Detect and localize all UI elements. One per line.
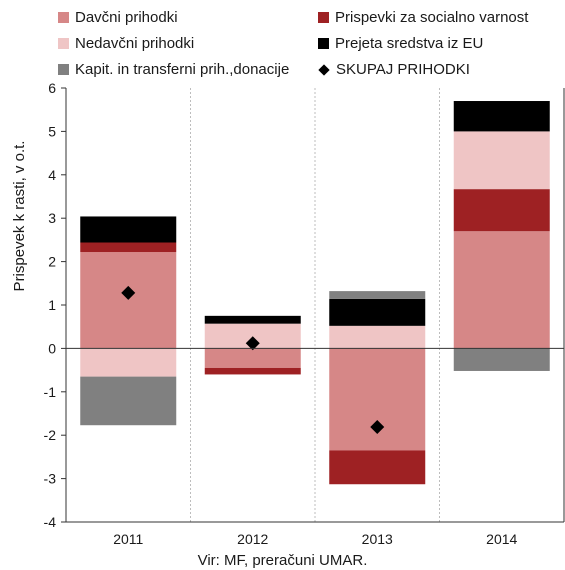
y-tick-label: -3 [44,471,57,487]
y-tick-label: 3 [48,210,56,226]
y-tick-label: 4 [48,167,56,183]
legend-item-skupaj: SKUPAJ PRIHODKI [318,61,470,78]
bar-segment [329,291,426,299]
legend-label: Kapit. in transferni prih.,donacije [75,61,290,78]
bar-segment [329,450,426,485]
total-marker [245,336,260,351]
x-tick-label: 2014 [486,531,517,547]
legend-item-prispevki: Prispevki za socialno varnost [318,9,528,26]
total-marker [370,419,385,434]
legend-swatch [318,12,329,23]
legend-item-davcni: Davčni prihodki [58,9,178,26]
legend-swatch [58,12,69,23]
y-tick-label: 6 [48,80,56,96]
total-markers [121,116,509,434]
y-tick-label: 0 [48,340,56,356]
y-tick-label: -1 [44,384,57,400]
source-note: Vir: MF, preračuni UMAR. [197,552,368,569]
x-tick-label: 2012 [237,531,268,547]
bar-segment [453,231,550,349]
bar-segment [80,216,177,243]
bar-segment [80,242,177,253]
legend-label: Prispevki za socialno varnost [335,9,529,26]
x-tick-label: 2013 [362,531,393,547]
legend-label: Davčni prihodki [75,9,178,26]
bar-segment [80,348,177,377]
legend-item-kapit: Kapit. in transferni prih.,donacije [58,61,289,78]
bar-segment [329,298,426,326]
legend-label: SKUPAJ PRIHODKI [336,61,470,78]
legend-swatch [58,64,69,75]
bar-segment [204,315,301,324]
bar-segment [453,189,550,232]
total-marker [494,116,509,131]
bar-segment [329,348,426,451]
legend-label: Nedavčni prihodki [75,35,195,52]
y-tick-label: -2 [44,427,57,443]
bars [80,101,550,485]
legend-label: Prejeta sredstva iz EU [335,35,484,52]
bar-segment [329,325,426,349]
x-tick-label: 2011 [113,531,143,547]
bar-segment [204,367,301,375]
legend-item-nedavcni: Nedavčni prihodki [58,35,194,52]
y-tick-label: 1 [48,297,56,313]
y-tick-label: 2 [48,254,56,270]
bar-segment [453,348,550,371]
legend: Davčni prihodki Prispevki za socialno va… [0,0,565,80]
bar-segment [453,131,550,190]
bar-segment [80,376,177,426]
legend-swatch [318,38,329,49]
legend-item-eu: Prejeta sredstva iz EU [318,35,483,52]
bar-segment [80,252,177,349]
y-tick-label: 5 [48,123,56,139]
x-axis-ticks: 2011 2012 2013 2014 [113,531,517,547]
plot-frame [65,88,565,523]
total-marker [121,285,136,300]
y-tick-label: -4 [44,514,57,530]
gridlines [190,88,440,522]
y-axis-ticks: -4 -3 -2 -1 0 1 2 3 4 5 6 [44,80,66,530]
y-axis-title: Prispevek k rasti, v o.t. [11,141,28,292]
bar-segment [204,348,301,368]
legend-swatch [58,38,69,49]
